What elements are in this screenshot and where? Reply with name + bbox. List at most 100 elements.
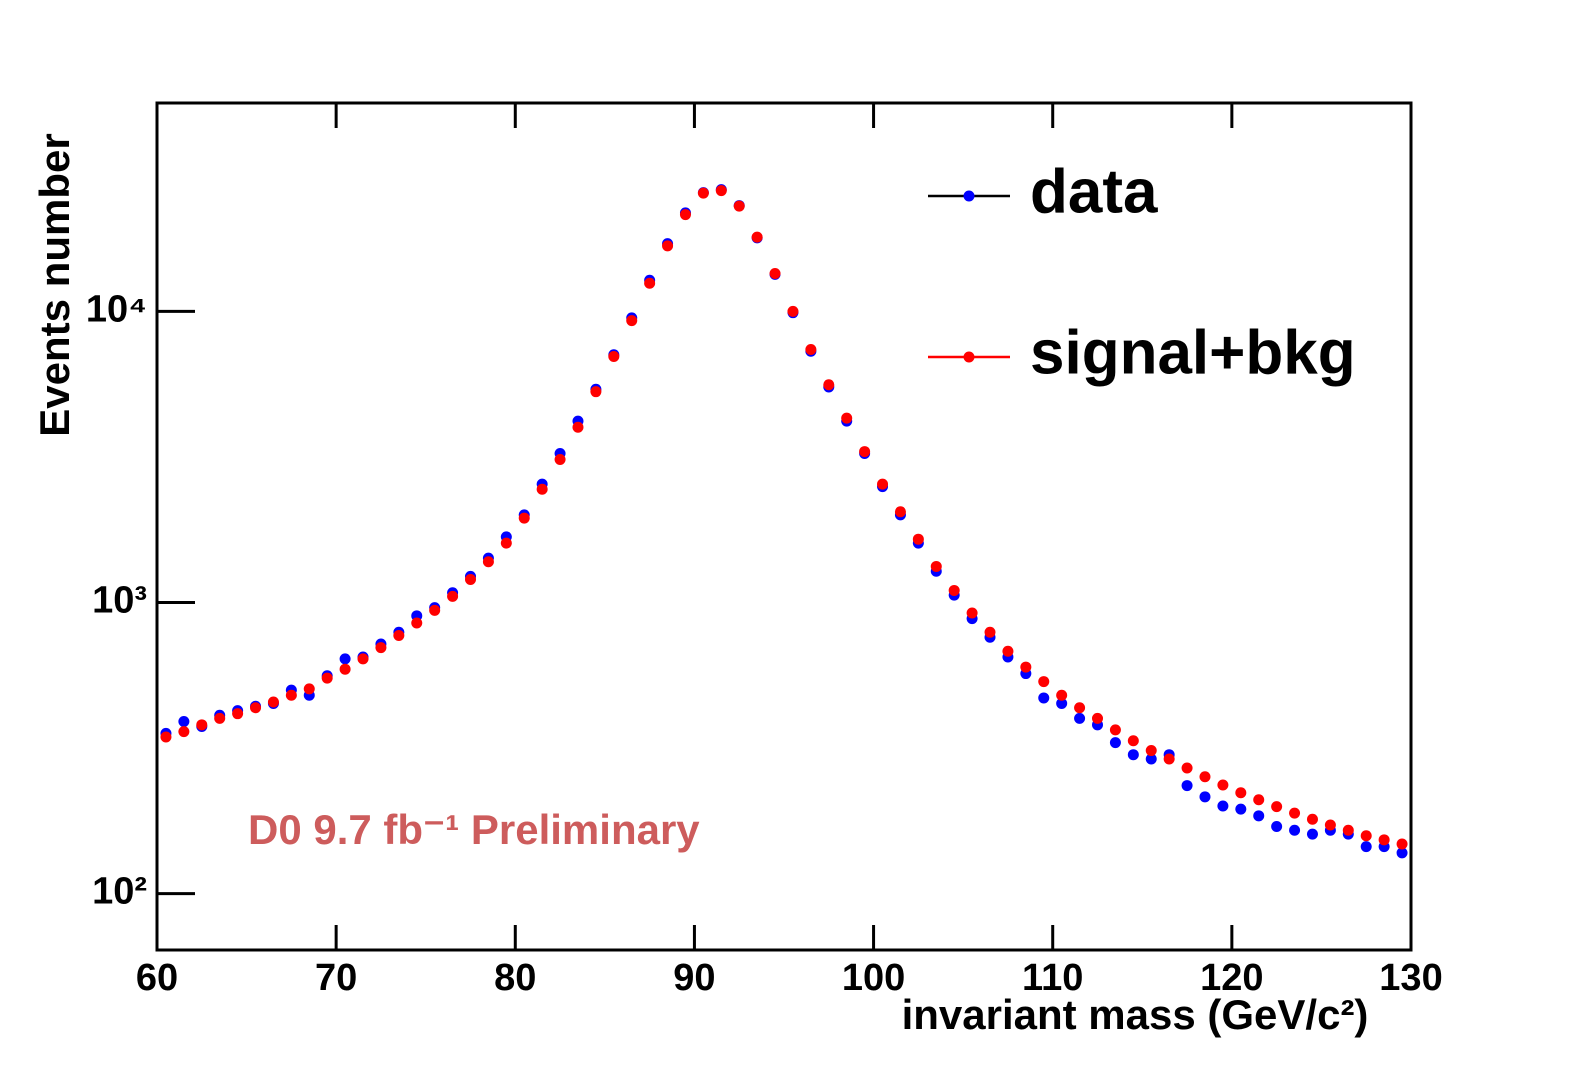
data-point: [948, 584, 960, 596]
data-point: [536, 483, 548, 495]
data-point: [393, 630, 405, 642]
data-point: [644, 277, 656, 289]
data-point: [1217, 779, 1229, 791]
data-point: [715, 185, 727, 197]
data-point: [1109, 737, 1121, 749]
data-point: [1109, 724, 1121, 736]
data-point: [1271, 801, 1283, 813]
data-point: [500, 537, 512, 549]
plot-frame: [155, 101, 1413, 952]
data-point: [339, 653, 351, 665]
data-point: [877, 478, 889, 490]
data-point: [1378, 834, 1390, 846]
data-point: [232, 708, 244, 720]
x-tick-label: 80: [494, 957, 536, 999]
data-point: [966, 607, 978, 619]
data-point: [1163, 753, 1175, 765]
data-point: [1199, 791, 1211, 803]
data-point: [1253, 794, 1265, 806]
data-point: [1002, 645, 1014, 657]
data-point: [769, 267, 781, 279]
y-axis-label: Events number: [31, 133, 78, 436]
data-point: [357, 653, 369, 665]
data-point: [805, 343, 817, 355]
data-point: [429, 604, 441, 616]
data-point: [1289, 824, 1301, 836]
data-point: [1092, 712, 1103, 724]
data-point: [590, 386, 602, 398]
legend-marker: [963, 351, 975, 363]
x-axis-label: invariant mass (GeV/c²): [902, 991, 1369, 1038]
data-point: [554, 453, 566, 465]
x-tick-label: 100: [842, 957, 905, 999]
x-tick-label: 130: [1379, 957, 1442, 999]
data-point: [1253, 810, 1265, 822]
y-tick-label: 10⁴: [86, 288, 147, 330]
data-point: [1235, 787, 1247, 799]
data-point: [859, 446, 871, 458]
data-point: [518, 512, 530, 524]
data-point: [1145, 745, 1157, 757]
data-point: [196, 719, 208, 731]
data-point: [411, 617, 423, 629]
data-point: [1199, 771, 1211, 783]
data-point: [178, 716, 190, 728]
legend-label: data: [1030, 157, 1158, 226]
x-tick-label: 70: [315, 957, 357, 999]
data-point: [447, 590, 459, 602]
data-point: [679, 209, 691, 221]
data-point: [912, 533, 924, 545]
data-point: [1145, 753, 1157, 765]
data-point: [465, 573, 476, 585]
data-point: [250, 702, 262, 714]
data-point: [1127, 749, 1139, 761]
data-point: [841, 412, 853, 424]
legend-marker: [963, 190, 975, 202]
x-tick-label: 60: [136, 957, 178, 999]
data-point: [285, 689, 297, 701]
data-point: [608, 351, 620, 363]
annotation: D0 9.7 fb⁻¹ Preliminary: [248, 806, 700, 853]
data-point: [1306, 813, 1318, 825]
data-point: [787, 305, 799, 317]
data-point: [1342, 824, 1354, 836]
data-point: [214, 712, 226, 724]
data-point: [1181, 762, 1193, 774]
data-point: [823, 379, 835, 391]
data-point: [697, 187, 709, 199]
data-point: [267, 696, 279, 708]
data-point: [1181, 780, 1193, 792]
y-tick-label: 10³: [92, 580, 147, 622]
data-point: [1396, 838, 1408, 850]
data-point: [1396, 847, 1408, 859]
x-tick-label: 110: [1022, 957, 1083, 999]
data-point: [160, 731, 172, 743]
data-point: [1217, 800, 1229, 812]
x-tick-label: 120: [1200, 957, 1263, 999]
data-point: [1038, 676, 1050, 688]
data-point: [1289, 807, 1301, 819]
data-point: [1038, 692, 1050, 704]
data-point: [984, 626, 996, 638]
x-tick-label: 90: [673, 957, 715, 999]
data-point: [1056, 697, 1068, 709]
legend-label: signal+bkg: [1030, 318, 1356, 387]
data-point: [375, 642, 387, 654]
data-point: [321, 672, 333, 684]
data-point: [1271, 821, 1283, 833]
data-point: [1074, 712, 1086, 724]
data-point: [1056, 689, 1068, 701]
data-point: [733, 200, 745, 212]
data-point: [662, 240, 674, 252]
data-point: [482, 556, 494, 568]
data-point: [1127, 735, 1139, 747]
data-point: [626, 315, 638, 327]
data-point: [303, 683, 315, 695]
data-point: [339, 663, 351, 675]
data-point: [1235, 803, 1247, 815]
data-point: [1324, 819, 1336, 831]
data-point: [894, 506, 906, 518]
data-point: [1074, 702, 1086, 714]
data-point: [751, 231, 763, 243]
